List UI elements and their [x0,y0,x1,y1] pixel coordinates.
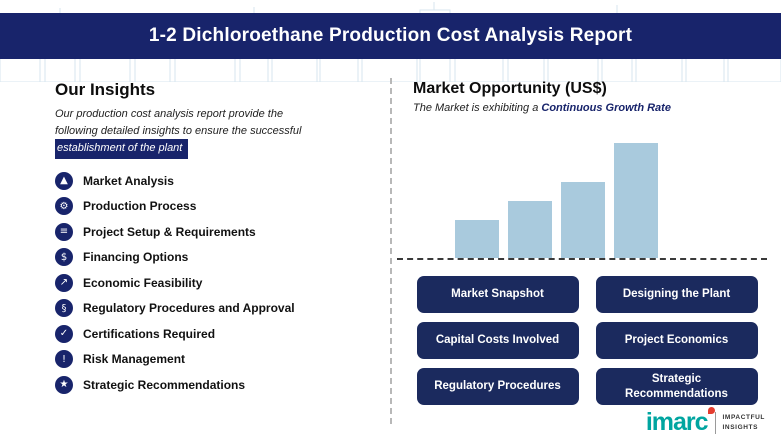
list-item-label: Market Analysis [83,173,174,188]
bar-3 [561,182,605,258]
insights-description: Our production cost analysis report prov… [55,106,383,159]
brand-tagline: IMPACTFUL INSIGHTS [722,413,765,431]
dollar-icon: $ [55,248,73,266]
list-item: ! Risk Management [55,350,383,368]
bar-4 [614,143,658,258]
chip-regulatory-procedures[interactable]: Regulatory Procedures [416,368,579,405]
description-highlight: establishment of the plant [55,139,189,159]
logo-divider [714,411,716,434]
list-item-label: Production Process [83,199,197,213]
subtitle-highlight: Continuous Growth Rate [541,102,671,114]
bar-2 [508,201,552,258]
list-item: $ Financing Options [55,248,383,266]
strategy-icon: ★ [55,375,73,394]
subtitle-text: The Market is exhibiting a [413,102,542,114]
brand-leaf-icon [707,407,715,414]
list-item-label: Economic Feasibility [83,275,203,290]
list-item-label: Project Setup & Requirements [83,224,256,239]
chip-project-economics[interactable]: Project Economics [595,322,758,359]
list-item: ✓ Certifications Required [55,324,383,343]
clipboard-icon: ≡ [55,222,73,241]
description-line: Our production cost analysis report prov… [55,108,284,120]
document-icon: § [55,299,73,317]
chip-capital-costs-involved[interactable]: Capital Costs Involved [416,322,579,359]
imarc-logo[interactable]: imarc IMPACTFUL INSIGHTS [646,407,765,435]
list-item: § Regulatory Procedures and Approval [55,299,383,317]
growth-bar-chart [397,120,767,260]
title-bar: 1-2 Dichloroethane Production Cost Analy… [0,13,781,59]
list-item-label: Financing Options [83,250,189,264]
list-item-label: Regulatory Procedures and Approval [83,301,295,315]
dashed-divider [390,78,392,424]
bar-group [455,143,658,258]
bar-chart-icon: ▲ [55,171,73,190]
chip-market-snapshot[interactable]: Market Snapshot [416,276,579,313]
chart-baseline [397,258,767,260]
list-item-label: Risk Management [83,352,186,366]
list-item: ≡ Project Setup & Requirements [55,222,383,241]
list-item: ⚙ Production Process [55,197,383,215]
insights-list: ▲ Market Analysis ⚙ Production Process ≡… [55,171,383,394]
list-item: ▲ Market Analysis [55,171,383,190]
insights-heading: Our Insights [55,80,156,99]
list-item: ↗ Economic Feasibility [55,273,383,292]
insights-section: Our Insights Our production cost analysi… [55,80,383,401]
list-item-label: Strategic Recommendations [83,377,246,392]
market-section: Market Opportunity (US$) The Market is e… [397,80,767,405]
page-title: 1-2 Dichloroethane Production Cost Analy… [148,25,633,46]
market-subtitle: The Market is exhibiting a Continuous Gr… [413,102,761,114]
chip-designing-the-plant[interactable]: Designing the Plant [595,276,758,313]
brand-wordmark: imarc [646,407,715,435]
gear-icon: ⚙ [55,197,73,215]
report-topics-grid: Market Snapshot Designing the Plant Capi… [413,276,761,405]
description-line: following detailed insights to ensure th… [55,124,302,137]
list-item-label: Certifications Required [83,326,216,341]
chip-strategic-recommendations[interactable]: Strategic Recommendations [595,368,758,405]
list-item: ★ Strategic Recommendations [55,375,383,394]
risk-icon: ! [55,350,73,368]
certificate-icon: ✓ [55,324,73,343]
growth-icon: ↗ [55,273,73,292]
bar-1 [455,220,499,258]
market-heading: Market Opportunity (US$) [413,80,607,97]
